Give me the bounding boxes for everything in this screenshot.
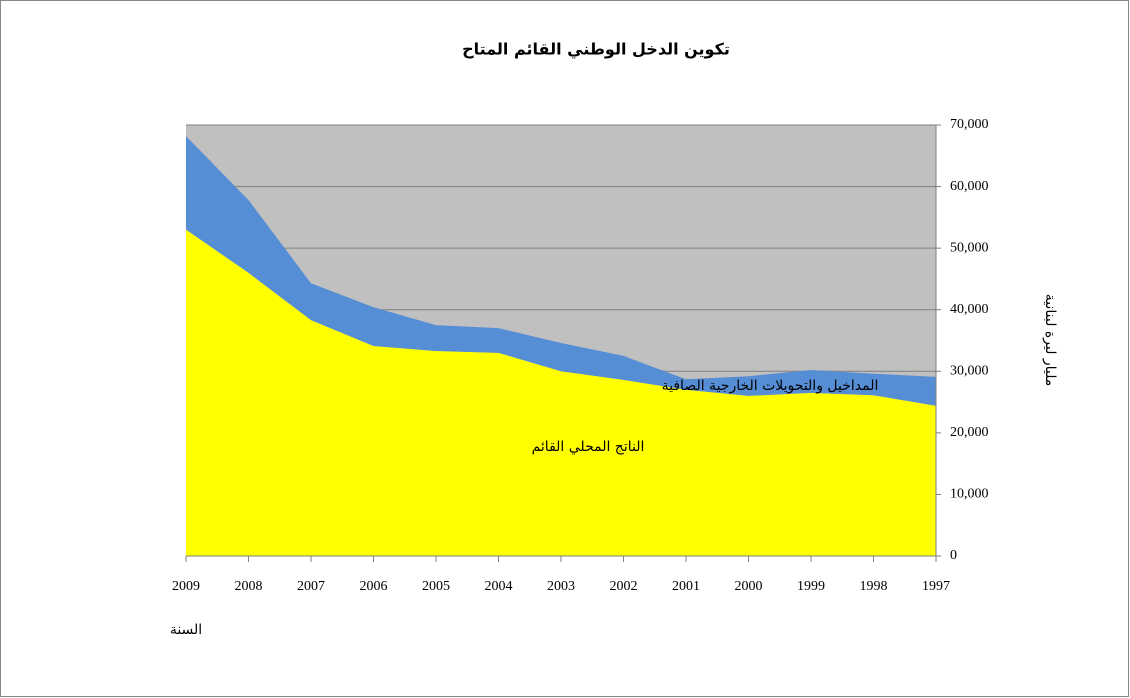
x-tick-label: 1997 [922,579,950,594]
x-axis-label: السنة [170,622,202,638]
x-tick-label: 2004 [485,579,513,594]
x-tick-label: 1999 [797,579,825,594]
y-tick-label: 60,000 [950,179,989,194]
y-axis-label: مليار ليرة لبنانية [1042,294,1058,386]
y-tick-label: 70,000 [950,117,989,132]
area [186,229,936,556]
x-tick-label: 2006 [360,579,388,594]
x-tick-label: 2005 [422,579,450,594]
y-tick-label: 30,000 [950,364,989,379]
y-tick-label: 10,000 [950,487,989,502]
x-tick-label: 2001 [672,579,700,594]
y-tick-label: 50,000 [950,240,989,255]
x-tick-label: 2003 [547,579,575,594]
y-tick-label: 0 [950,548,957,563]
x-tick-label: 2008 [235,579,263,594]
x-tick-label: 2000 [735,579,763,594]
x-tick-label: 2002 [610,579,638,594]
y-tick-label: 20,000 [950,425,989,440]
chart-title: تكوين الدخل الوطني القائم المتاح [462,40,730,60]
series-label: المداخيل والتحويلات الخارجية الصافية [662,378,879,394]
y-tick-label: 40,000 [950,302,989,317]
x-tick-label: 2007 [297,579,325,594]
area [186,136,936,406]
series-label: الناتج المحلي القائم [532,439,645,455]
x-tick-label: 2009 [172,579,200,594]
x-tick-label: 1998 [860,579,888,594]
